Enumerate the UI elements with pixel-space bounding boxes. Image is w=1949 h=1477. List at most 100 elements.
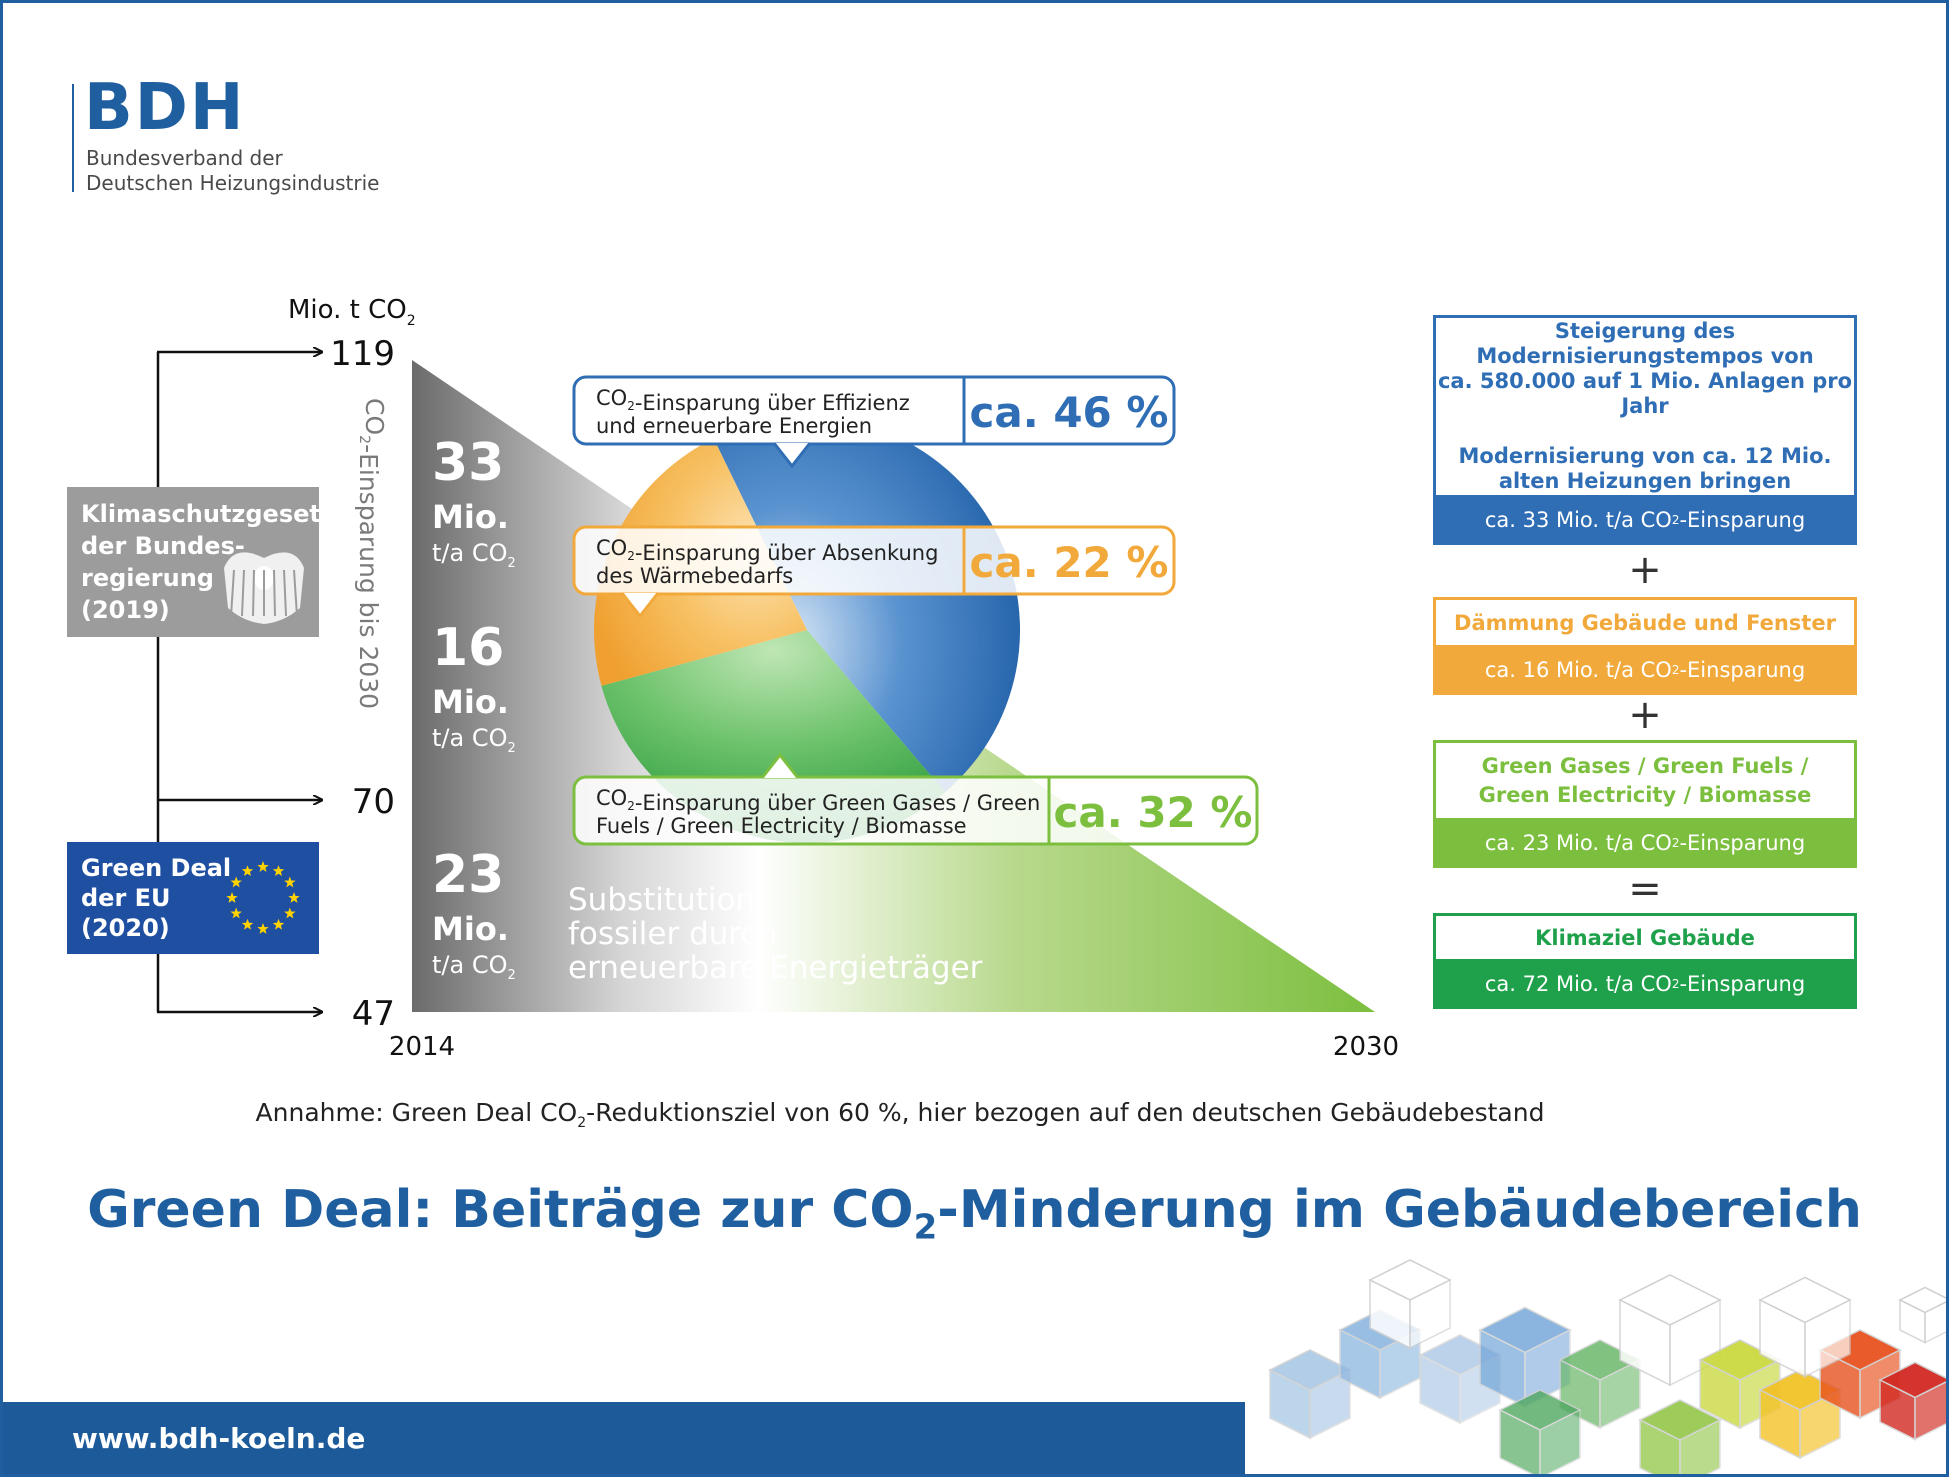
plus-sign-1: + [1628,547,1662,593]
eu-star [284,876,296,888]
logo-fullname: Bundesverband der Deutschen Heizungsindu… [86,146,379,196]
eu-star [230,907,242,919]
logo-bar [72,84,74,192]
cube-left [1639,1418,1681,1477]
cube-left [1499,1408,1541,1477]
reduction-value-3: 23 [432,845,504,905]
box2-saving-sub: 2 [1671,663,1680,677]
box-modernisierung: Steigerung des Modernisierungstempos von… [1433,315,1857,545]
callout-pointer-2 [620,592,660,619]
eagle-feather [241,569,245,617]
callout-pointer-3 [760,752,800,779]
box2-line-1: Dämmung Gebäude und Fenster [1454,610,1836,635]
vertical-label: CO2-Einsparung bis 2030 [354,398,389,709]
box1-line-3: ca. 580.000 auf 1 Mio. Anlagen pro Jahr [1437,369,1853,418]
box1-line-1: Steigerung des [1554,319,1736,343]
box1-line-2: Modernisierungstempos von [1476,344,1814,368]
callout-3: CO2-Einsparung über Green Gases / GreenF… [572,752,1259,846]
cube-right [1409,1278,1451,1350]
cube-right [1924,1299,1949,1344]
bundesadler-icon [224,552,304,624]
box3-saving-sub: 2 [1671,836,1680,850]
y-tick-119: 119 [330,334,395,374]
box2-saving-pre: ca. 16 Mio. t/a CO [1484,658,1672,682]
footer-url[interactable]: www.bdh-koeln.de [72,1422,366,1455]
reduction-value-2: 16 [432,618,504,678]
green-deal-line-3: (2020) [81,914,170,942]
box1-line-5: Modernisierung von ca. 12 Mio. [1458,444,1832,468]
box-daemmung-text: Dämmung Gebäude und Fenster [1433,597,1857,645]
assumption-sub: 2 [577,1115,587,1131]
equals-sign: = [1628,866,1662,912]
cube-13 [1498,1389,1582,1477]
callout-pointer-1 [772,442,812,469]
box1-saving: ca. 33 Mio. t/a CO 2 -Einsparung [1433,495,1857,545]
eu-star [257,861,269,872]
cube-right [1599,1358,1641,1430]
box1-saving-post: -Einsparung [1679,508,1806,532]
callout-percent-2: ca. 22 % [970,538,1169,587]
reduction-sub-2: t/a CO2 [432,724,516,756]
callout-box-1 [572,375,1176,446]
box3-line-1: Green Gases / Green Fuels / [1481,753,1809,778]
callout-percent-1: ca. 46 % [970,388,1169,437]
eu-star [284,907,296,919]
y-tick-47: 47 [352,994,395,1034]
eu-star [226,892,238,903]
title-sub: 2 [913,1207,938,1248]
page-title: Green Deal: Beiträge zur CO2-Minderung i… [0,1180,1949,1247]
eu-star [272,918,285,930]
callout-box-2 [572,525,1176,596]
callout-label-3-2: Fuels / Green Electricity / Biomasse [596,814,967,838]
box-green-gases-text: Green Gases / Green Fuels / Green Electr… [1433,740,1857,818]
box1-line-6: alten Heizungen bringen [1498,469,1792,493]
cube-15 [1898,1286,1949,1344]
box2-saving: ca. 16 Mio. t/a CO 2 -Einsparung [1433,645,1857,695]
callout-label-3-1: CO2-Einsparung über Green Gases / Green [596,786,1040,815]
eagle-feather [293,569,298,617]
reduction-unit-2: Mio. [432,683,509,721]
logo-line-1: Bundesverband der [86,146,283,170]
eu-stars-icon [226,861,300,934]
cube-right [1804,1298,1851,1378]
eagle-feather [273,569,276,617]
cube-right [1799,1388,1841,1460]
klimaschutz-line-4: (2019) [81,596,170,624]
eagle-feather [230,569,235,617]
y-tick-70: 70 [352,782,395,822]
reduction-sub-1: t/a CO2 [432,539,516,571]
box3-saving-pre: ca. 23 Mio. t/a CO [1484,831,1672,855]
eagle-feather [283,569,287,617]
cube-11 [1758,1276,1852,1378]
label-green-deal [67,842,319,954]
box-daemmung: Dämmung Gebäude und Fenster ca. 16 Mio. … [1433,597,1857,695]
callout-label-1-1: CO2-Einsparung über Effizienz [596,386,910,415]
box2-saving-post: -Einsparung [1679,658,1806,682]
eu-star [230,876,242,888]
x-tick-2014: 2014 [389,1032,455,1062]
reduction-value-1: 33 [432,433,504,493]
reduction-unit-1: Mio. [432,498,509,536]
logo-line-2: Deutschen Heizungsindustrie [86,171,380,195]
cube-right [1679,1418,1721,1477]
box3-line-2: Green Electricity / Biomasse [1478,782,1812,807]
box4-line-1: Klimaziel Gebäude [1535,925,1755,950]
cube-1 [1268,1349,1352,1440]
assumption-note: Annahme: Green Deal CO2-Reduktionsziel v… [0,1098,1800,1131]
footer-bar: www.bdh-koeln.de [0,1402,1245,1477]
logo-abbr: BDH [84,71,246,145]
box4-saving-post: -Einsparung [1679,972,1806,996]
assumption-post: -Reduktionsziel von 60 %, hier bezogen a… [586,1098,1545,1127]
box-green-gases: Green Gases / Green Fuels / Green Electr… [1433,740,1857,868]
box-modernisierung-text: Steigerung des Modernisierungstempos von… [1433,315,1857,495]
cube-left [1419,1353,1461,1425]
eu-star [288,892,300,903]
box-klimaziel: Klimaziel Gebäude ca. 72 Mio. t/a CO 2 -Ei… [1433,913,1857,1009]
box4-saving-sub: 2 [1671,977,1680,991]
callout-box-3 [572,775,1259,846]
reduction-sub-3: t/a CO2 [432,951,516,983]
eu-star [241,918,254,930]
eu-star [241,865,254,876]
